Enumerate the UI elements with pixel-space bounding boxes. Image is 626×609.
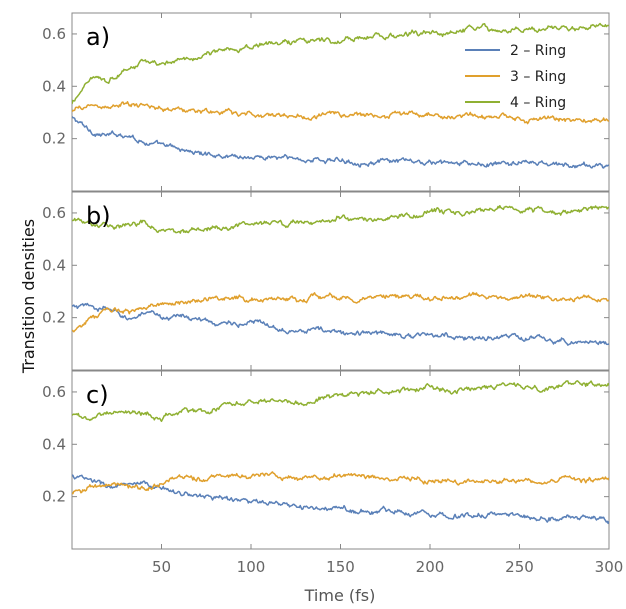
series-line-4-ring [72, 22, 609, 105]
y-tick-label: 0.2 [42, 130, 66, 148]
x-tick-label: 250 [505, 558, 534, 576]
legend-entry: 4 – Ring [510, 95, 566, 111]
y-tick-label: 0.6 [42, 25, 66, 43]
series-line-2-ring [72, 302, 609, 346]
x-axis-labels: 50 100 150 200 250 300 [152, 558, 623, 576]
panels-group: 0.2 0.4 0.6 a) 0.2 0.4 0.6 b) 0.2 0.4 0.6 c) 50 100 15… [42, 12, 623, 576]
x-tick-label: 150 [326, 558, 355, 576]
panel-3: 0.2 0.4 0.6 c) [42, 370, 610, 550]
series-line-2-ring [72, 474, 609, 525]
y-tick-label: 0.2 [42, 488, 66, 506]
y-tick-label: 0.4 [42, 435, 66, 453]
x-tick-label: 300 [595, 558, 624, 576]
y-tick-label: 0.4 [42, 256, 66, 274]
panel-label: c) [86, 381, 109, 409]
panel-1: 0.2 0.4 0.6 a) [42, 12, 610, 192]
series-line-4-ring [72, 204, 609, 234]
x-tick-label: 200 [416, 558, 445, 576]
series-line-4-ring [72, 380, 609, 423]
y-axis-title: Transition densities [19, 219, 38, 374]
y-tick-label: 0.6 [42, 204, 66, 222]
y-tick-label: 0.6 [42, 383, 66, 401]
series-line-3-ring [72, 291, 609, 333]
panel-frame [71, 370, 610, 550]
y-tick-label: 0.4 [42, 77, 66, 95]
panel-label: a) [86, 23, 110, 51]
x-tick-label: 100 [237, 558, 266, 576]
y-tick-label: 0.2 [42, 309, 66, 327]
legend-entry: 2 – Ring [510, 43, 566, 59]
panel-label: b) [86, 202, 111, 230]
series-line-2-ring [72, 116, 609, 169]
x-axis-title: Time (fs) [304, 586, 376, 605]
panel-2: 0.2 0.4 0.6 b) [42, 191, 610, 371]
x-tick-label: 50 [152, 558, 171, 576]
legend: 2 – Ring 3 – Ring 4 – Ring [465, 43, 566, 111]
series-line-3-ring [72, 101, 609, 125]
legend-entry: 3 – Ring [510, 69, 566, 85]
series-line-3-ring [72, 471, 609, 495]
